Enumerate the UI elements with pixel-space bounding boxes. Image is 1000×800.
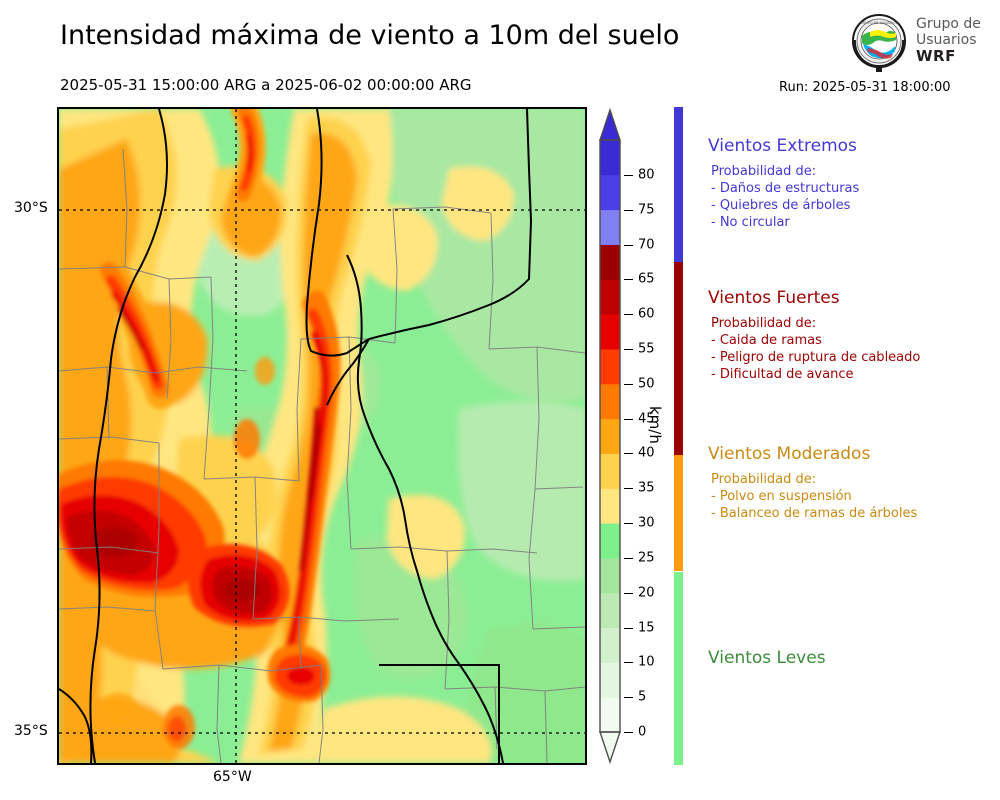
lat-label-35s: 35°S [14, 723, 48, 739]
colorbar-tick-label: 20 [638, 585, 655, 601]
colorbar-tick-mark [624, 697, 633, 699]
colorbar-tick-label: 80 [638, 167, 655, 183]
colorbar-tick-label: 5 [638, 689, 647, 705]
category-segment-3 [674, 571, 683, 765]
colorbar-tick-label: 55 [638, 341, 655, 357]
logo-line-1: Grupo de [916, 16, 981, 32]
colorbar-band [600, 488, 620, 524]
colorbar-tick-mark [624, 488, 633, 490]
colorbar-tick-label: 60 [638, 306, 655, 322]
colorbar-tick-label: 10 [638, 654, 655, 670]
legend-title-2: Vientos Moderados [708, 444, 871, 464]
legend-item-2-0: - Polvo en suspensión [711, 489, 852, 504]
legend-item-1-0: - Caida de ramas [711, 333, 822, 348]
colorbar-tick-label: 75 [638, 202, 655, 218]
colorbar-band [600, 314, 620, 350]
wind-intensity-map[interactable] [57, 107, 587, 765]
category-color-bar [674, 107, 683, 765]
colorbar-tick-mark [624, 627, 633, 629]
colorbar-band [600, 418, 620, 454]
logo-line-3: WRF [916, 47, 956, 65]
colorbar-tick-label: 65 [638, 271, 655, 287]
legend-body-0: Probabilidad de: - Daños de estructuras … [708, 163, 859, 231]
logo: GRUPO DE USUARIOS Grupo de Usuarios WRF [848, 12, 998, 78]
colorbar-tick-mark [624, 383, 633, 385]
colorbar-band [600, 383, 620, 420]
legend-title-3: Vientos Leves [708, 648, 826, 668]
logo-line-2: Usuarios [916, 32, 977, 48]
legend-vientos-moderados: Vientos Moderados Probabilidad de: - Pol… [708, 444, 917, 522]
legend-item-2-1: - Balanceo de ramas de árboles [711, 506, 918, 521]
colorbar-tick-mark [624, 279, 633, 281]
colorbar-tick-mark [624, 314, 633, 316]
legend-item-0-2: - No circular [711, 215, 790, 230]
colorbar-band [600, 348, 620, 385]
colorbar-band [600, 174, 620, 211]
colorbar-band [600, 244, 620, 280]
colorbar-band [600, 140, 620, 176]
legend-item-1-2: - Dificultad de avance [711, 367, 854, 382]
colorbar [598, 107, 622, 765]
legend-item-0-1: - Quiebres de árboles [711, 198, 851, 213]
colorbar-tick-label: 45 [638, 411, 655, 427]
colorbar-tick-label: 70 [638, 237, 655, 252]
legend-item-0-0: - Daños de estructuras [711, 181, 860, 196]
colorbar-tick-label: 0 [638, 724, 647, 740]
colorbar-tick-label: 35 [638, 480, 655, 496]
logo-text: Grupo de Usuarios WRF [916, 16, 1000, 64]
colorbar-tick-mark [624, 592, 633, 594]
colorbar-tick-label: 40 [638, 445, 655, 461]
legend-intro-1: Probabilidad de: [711, 316, 817, 331]
colorbar-unit-label: km/h [646, 406, 664, 444]
lat-label-30s: 30°S [14, 200, 48, 216]
category-segment-0 [674, 107, 683, 262]
colorbar-tick-mark [624, 174, 633, 176]
colorbar-tick-mark [624, 662, 633, 664]
colorbar-band [600, 279, 620, 315]
legend-title-1: Vientos Fuertes [708, 288, 840, 308]
colorbar-tick-mark [624, 732, 633, 733]
colorbar-tick-mark [624, 418, 633, 420]
colorbar-band [600, 523, 620, 559]
colorbar-band [600, 697, 620, 733]
colorbar-tick-mark [624, 453, 633, 455]
colorbar-tick-mark [624, 244, 633, 246]
colorbar-band [600, 662, 620, 698]
colorbar-tick-label: 25 [638, 550, 655, 566]
lon-label-65w: 65°W [213, 769, 252, 785]
legend-body-2: Probabilidad de: - Polvo en suspensión -… [708, 471, 917, 522]
colorbar-band [600, 557, 620, 594]
colorbar-tick-mark [624, 348, 633, 350]
svg-text:GRUPO DE USUARIOS: GRUPO DE USUARIOS [860, 21, 899, 25]
legend-item-1-1: - Peligro de ruptura de cableado [711, 350, 921, 365]
legend-body-1: Probabilidad de: - Caida de ramas - Peli… [708, 315, 920, 383]
colorbar-tick-mark [624, 209, 633, 211]
wrf-globe-icon: GRUPO DE USUARIOS [848, 12, 910, 74]
colorbar-band [600, 592, 620, 629]
colorbar-tick-label: 30 [638, 515, 655, 531]
colorbar-tick-label: 50 [638, 376, 655, 392]
page-title: Intensidad máxima de viento a 10m del su… [60, 20, 680, 51]
legend-intro-0: Probabilidad de: [711, 164, 817, 179]
colorbar-band [600, 209, 620, 245]
forecast-date-range: 2025-05-31 15:00:00 ARG a 2025-06-02 00:… [60, 76, 472, 94]
colorbar-band [600, 453, 620, 489]
model-run-info: Run: 2025-05-31 18:00:00 [779, 80, 951, 95]
colorbar-tick-label: 15 [638, 620, 655, 635]
map-canvas [59, 109, 585, 763]
legend-vientos-fuertes: Vientos Fuertes Probabilidad de: - Caida… [708, 288, 920, 383]
legend-title-0: Vientos Extremos [708, 136, 857, 156]
legend-vientos-leves: Vientos Leves [708, 648, 826, 675]
colorbar-tick-mark [624, 557, 633, 559]
legend-intro-2: Probabilidad de: [711, 472, 817, 487]
legend-vientos-extremos: Vientos Extremos Probabilidad de: - Daño… [708, 136, 859, 231]
colorbar-tick-mark [624, 523, 633, 525]
colorbar-gradient [599, 107, 621, 765]
colorbar-band [600, 627, 620, 663]
category-segment-1 [674, 261, 683, 456]
category-segment-2 [674, 455, 683, 572]
